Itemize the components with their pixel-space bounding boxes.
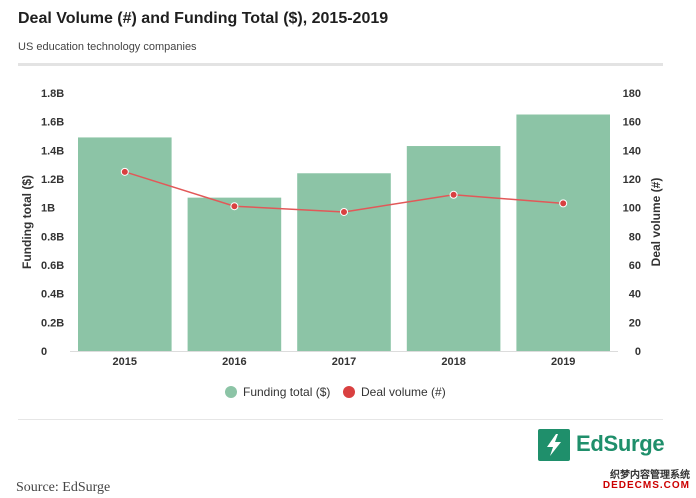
y-left-tick-label: 0.6B xyxy=(41,260,64,272)
x-tick-label: 2015 xyxy=(113,356,137,368)
deal-volume-point-2017 xyxy=(340,207,348,216)
bar-2018 xyxy=(406,146,501,351)
y-left-axis-title: Funding total ($) xyxy=(20,175,34,269)
watermark-line-1: 织梦内容管理系统 xyxy=(610,470,690,481)
chart-subtitle: US education technology companies xyxy=(18,41,197,53)
y-right-tick-label: 0 xyxy=(635,346,641,358)
bar-2016 xyxy=(187,197,282,351)
legend-label-funding: Funding total ($) xyxy=(243,385,330,399)
y-right-tick-label: 140 xyxy=(623,145,641,157)
y-right-tick-label: 80 xyxy=(629,231,641,243)
x-tick-label: 2019 xyxy=(551,356,575,368)
y-left-tick-label: 1.2B xyxy=(41,174,64,186)
y-left-tick-label: 0 xyxy=(41,346,47,358)
y-right-axis-title: Deal volume (#) xyxy=(649,178,663,267)
y-right-tick-label: 180 xyxy=(623,88,641,100)
source-note: Source: EdSurge xyxy=(16,480,111,495)
bar-2017 xyxy=(297,173,391,351)
bar-2019 xyxy=(516,114,610,351)
y-right-tick-label: 40 xyxy=(629,289,641,301)
y-left-tick-label: 1.4B xyxy=(41,145,64,157)
bottom-divider xyxy=(18,419,663,420)
watermark-line-2: DEDECMS.COM xyxy=(602,480,690,491)
y-left-tick-label: 0.2B xyxy=(41,317,64,329)
watermark: 织梦内容管理系统 DEDECMS.COM xyxy=(584,466,690,496)
deal-volume-point-2019 xyxy=(559,199,568,208)
edsurge-logo: EdSurge xyxy=(538,429,678,461)
y-right-tick-label: 120 xyxy=(623,174,641,186)
deal-volume-point-2016 xyxy=(230,202,239,211)
y-left-tick-label: 1B xyxy=(41,203,55,215)
y-left-tick-label: 0.8B xyxy=(41,231,64,243)
y-left-tick-label: 0.4B xyxy=(41,289,64,301)
y-left-tick-label: 1.8B xyxy=(41,88,64,100)
x-tick-label: 2016 xyxy=(222,356,246,368)
deal-volume-point-2018 xyxy=(449,190,458,199)
y-right-tick-label: 60 xyxy=(629,260,641,272)
x-tick-label: 2017 xyxy=(332,356,356,368)
edsurge-logo-mark-icon xyxy=(538,429,570,461)
chart-title: Deal Volume (#) and Funding Total ($), 2… xyxy=(18,10,389,27)
y-right-tick-label: 100 xyxy=(623,203,641,215)
x-tick-label: 2018 xyxy=(441,356,465,368)
combo-chart: 0 0.2B 0.4B 0.6B 0.8B 1B 1.2B 1.4B 1.6B 1.8B 0 20 40… xyxy=(20,88,663,399)
deal-volume-point-2015 xyxy=(120,167,129,176)
legend-marker-deal-volume xyxy=(343,386,355,398)
y-right-tick-label: 160 xyxy=(623,117,641,129)
edsurge-logo-text: EdSurge xyxy=(576,431,665,456)
top-divider xyxy=(18,63,663,66)
legend-label-deal-volume: Deal volume (#) xyxy=(361,385,446,399)
legend-marker-funding xyxy=(225,386,237,398)
y-left-tick-label: 1.6B xyxy=(41,117,64,129)
y-right-tick-label: 20 xyxy=(629,317,641,329)
